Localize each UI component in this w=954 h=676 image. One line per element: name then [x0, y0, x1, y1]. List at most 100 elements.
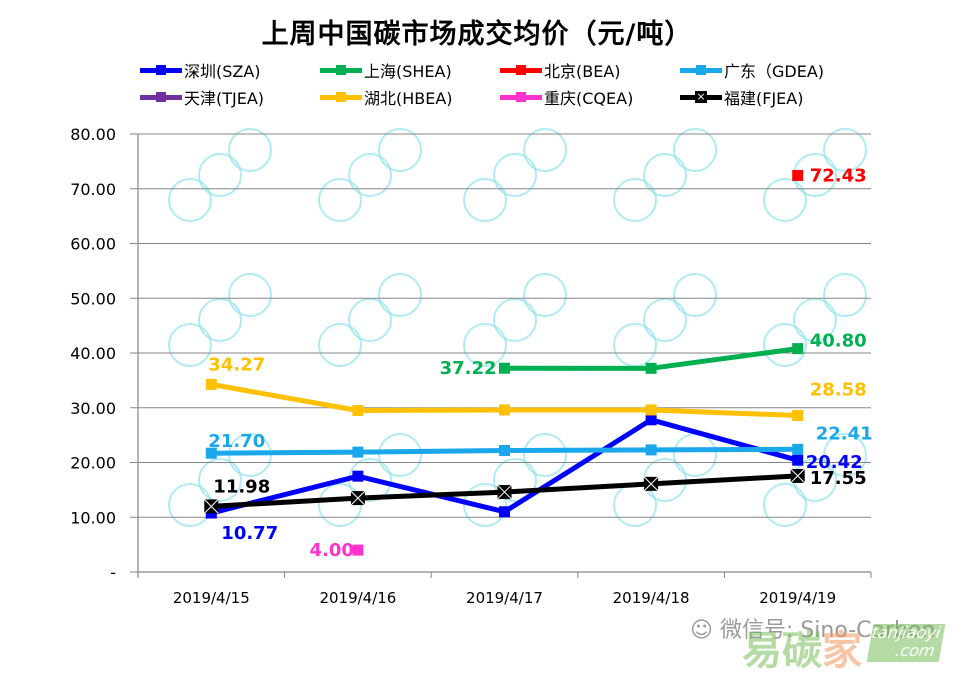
data-point — [205, 378, 217, 390]
data-point — [352, 544, 364, 556]
brand-logo: 易碳家 — [742, 618, 862, 676]
data-label: 28.58 — [810, 380, 867, 401]
brand-cn: 易碳 — [742, 628, 822, 674]
data-label: 34.27 — [208, 354, 265, 375]
legend-swatch-icon — [500, 60, 542, 80]
watermark-circle — [198, 153, 242, 197]
legend-label: 北京(BEA) — [544, 62, 621, 81]
watermark-circle — [348, 153, 392, 197]
y-tick-label: 50.00 — [70, 289, 116, 308]
data-label: 11.98 — [213, 476, 270, 497]
data-label: 20.42 — [806, 452, 863, 473]
watermark-circle — [673, 273, 717, 317]
data-point — [645, 414, 657, 426]
watermark-circle — [763, 483, 807, 527]
x-tick-label: 2019/4/19 — [759, 589, 836, 607]
data-label: 72.43 — [810, 165, 867, 186]
legend-label: 天津(TJEA) — [184, 89, 265, 108]
data-label: 21.70 — [208, 431, 265, 452]
x-tick-label: 2019/4/15 — [173, 589, 250, 607]
data-point — [792, 343, 804, 355]
y-tick-label: - — [110, 563, 116, 582]
legend-label: 重庆(CQEA) — [544, 89, 634, 108]
chart-title: 上周中国碳市场成交均价（元/吨） — [261, 19, 693, 50]
data-label: 37.22 — [440, 358, 497, 379]
data-point — [645, 362, 657, 374]
data-point — [792, 443, 804, 455]
watermark-circle — [523, 273, 567, 317]
watermark-circle — [493, 153, 537, 197]
data-point — [645, 444, 657, 456]
watermark-circle — [378, 433, 422, 477]
y-tick-label: 40.00 — [70, 344, 116, 363]
watermark-circle — [348, 298, 392, 342]
x-tick-label: 2019/4/16 — [319, 589, 396, 607]
legend-label: 上海(SHEA) — [364, 62, 452, 81]
watermark-circle — [523, 433, 567, 477]
legend-label: 深圳(SZA) — [184, 62, 261, 81]
data-point — [352, 446, 364, 458]
legend-item: 北京(BEA) — [500, 60, 621, 81]
legend-item: 天津(TJEA) — [140, 87, 265, 108]
watermark-circle — [493, 298, 537, 342]
legend-item: 上海(SHEA) — [320, 60, 452, 81]
watermark-circle — [673, 128, 717, 172]
watermark-circle — [823, 273, 867, 317]
data-point-x — [497, 484, 512, 500]
legend-swatch-icon — [500, 87, 542, 107]
data-point — [645, 404, 657, 416]
data-point — [792, 454, 804, 466]
watermark-circle — [613, 323, 657, 367]
data-point — [352, 404, 364, 416]
watermark-circle — [823, 433, 867, 477]
data-label: 4.00 — [309, 540, 353, 561]
watermark-circle — [378, 128, 422, 172]
y-tick-label: 30.00 — [70, 399, 116, 418]
legend-swatch-icon — [320, 60, 362, 80]
data-point — [499, 506, 510, 518]
data-point — [205, 447, 217, 459]
watermark-circle — [823, 128, 867, 172]
watermark-circle — [168, 178, 212, 222]
watermark-circle — [493, 458, 537, 502]
legend-swatch-icon: × — [680, 87, 722, 107]
data-point — [792, 410, 804, 422]
watermark-circle — [463, 323, 507, 367]
legend-item: 广东（GDEA) — [680, 60, 824, 81]
watermark-circle — [228, 128, 272, 172]
legend-swatch-icon — [140, 60, 182, 80]
x-tick-label: 2019/4/17 — [466, 589, 543, 607]
y-tick-label: 10.00 — [70, 508, 116, 527]
y-tick-label: 80.00 — [70, 125, 116, 144]
legend-label: 福建(FJEA) — [724, 89, 804, 108]
watermark-circle — [228, 273, 272, 317]
watermark-circle — [643, 298, 687, 342]
y-tick-label: 20.00 — [70, 454, 116, 473]
watermark-circle — [643, 153, 687, 197]
legend-label: 湖北(HBEA) — [364, 89, 453, 108]
wechat-icon: ☺ — [690, 618, 713, 643]
watermark-circle — [318, 323, 362, 367]
brand-domain: tanjiaoyi .com — [866, 623, 946, 662]
legend-item: 重庆(CQEA) — [500, 87, 634, 108]
data-point — [499, 362, 510, 374]
watermark-circle — [673, 433, 717, 477]
brand-cn2: 家 — [822, 628, 862, 674]
data-point — [499, 444, 510, 456]
watermark-circle — [168, 323, 212, 367]
legend-item: 湖北(HBEA) — [320, 87, 453, 108]
data-point — [352, 470, 364, 482]
data-point-x — [643, 476, 659, 492]
watermark-circle — [198, 298, 242, 342]
data-label: 22.41 — [816, 423, 873, 444]
watermark-circle — [463, 483, 507, 527]
watermark-circle — [463, 178, 507, 222]
watermark-circle — [198, 458, 242, 502]
watermark-circle — [613, 178, 657, 222]
data-point-x — [350, 490, 366, 506]
data-point-x — [790, 468, 806, 484]
data-label: 17.55 — [810, 468, 867, 489]
legend-swatch-icon — [140, 87, 182, 107]
data-point — [499, 404, 510, 416]
y-tick-label: 70.00 — [70, 180, 116, 199]
